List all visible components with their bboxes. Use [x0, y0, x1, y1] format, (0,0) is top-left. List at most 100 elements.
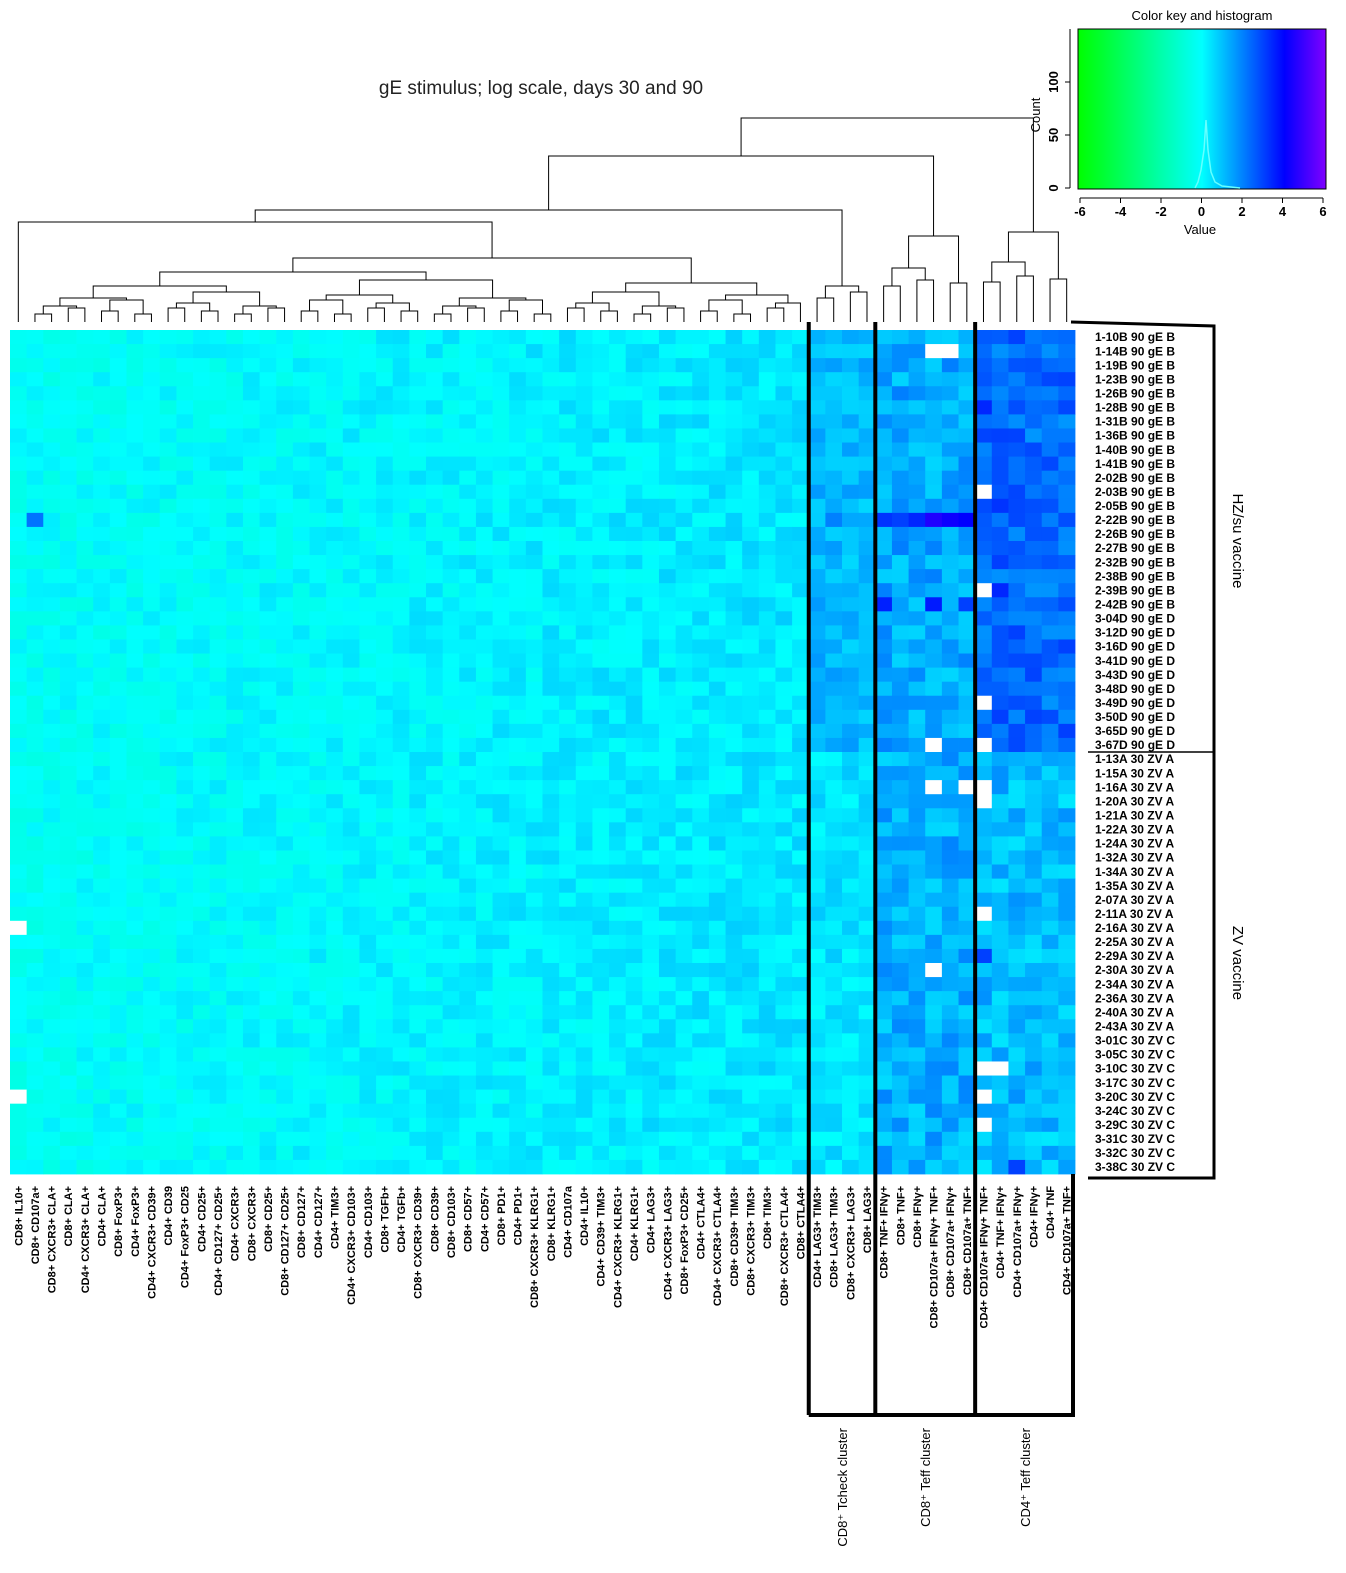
- heatmap-cell: [609, 948, 627, 964]
- heatmap-cell: [525, 892, 543, 908]
- heatmap-cell: [675, 555, 693, 570]
- heatmap-cell: [1041, 709, 1059, 725]
- heatmap-cell: [542, 1047, 560, 1062]
- heatmap-cell: [991, 639, 1009, 654]
- heatmap-cell: [1008, 822, 1026, 837]
- heatmap-cell: [575, 386, 593, 401]
- heatmap-cell: [292, 752, 310, 767]
- heatmap-cell: [309, 1047, 327, 1062]
- heatmap-cell: [742, 1061, 760, 1076]
- heatmap-cell: [26, 386, 44, 401]
- heatmap-cell: [575, 822, 593, 837]
- heatmap-cell: [242, 569, 261, 584]
- heatmap-cell: [625, 766, 643, 781]
- heatmap-cell: [958, 1033, 976, 1048]
- heatmap-cell: [159, 512, 177, 528]
- heatmap-cell: [742, 1117, 760, 1133]
- heatmap-cell: [342, 766, 360, 781]
- heatmap-cell: [708, 597, 726, 612]
- heatmap-cell: [442, 906, 460, 922]
- heatmap-cell: [792, 583, 810, 598]
- heatmap-cell: [442, 878, 460, 894]
- heatmap-cell: [126, 583, 144, 598]
- heatmap-cell: [825, 456, 843, 472]
- heatmap-cell: [59, 1159, 77, 1175]
- heatmap-cell: [1008, 934, 1026, 950]
- heatmap-cell: [309, 864, 327, 879]
- heatmap-cell: [176, 766, 194, 781]
- heatmap-cell: [193, 766, 211, 781]
- heatmap-cell: [459, 583, 477, 598]
- heatmap-cell: [575, 541, 593, 556]
- heatmap-cell: [59, 456, 77, 472]
- heatmap-cell: [742, 1075, 760, 1090]
- heatmap-cell: [941, 906, 959, 922]
- heatmap-cell: [1025, 611, 1043, 626]
- heatmap-cell: [26, 780, 44, 795]
- heatmap-cell: [958, 372, 976, 387]
- heatmap-cell: [542, 794, 560, 809]
- heatmap-cell: [842, 1061, 860, 1076]
- heatmap-cell: [259, 400, 277, 415]
- heatmap-cell: [792, 1131, 810, 1147]
- heatmap-cell: [509, 1117, 527, 1133]
- heatmap-cell: [758, 1145, 776, 1161]
- heatmap-cell: [592, 864, 610, 879]
- heatmap-cell: [392, 456, 410, 472]
- heatmap-cell: [925, 639, 943, 654]
- heatmap-cell: [459, 850, 477, 865]
- heatmap-cell: [159, 934, 177, 950]
- heatmap-cell: [292, 569, 310, 584]
- heatmap-cell: [991, 977, 1009, 992]
- heatmap-cell: [226, 386, 244, 401]
- heatmap-cell: [825, 1075, 843, 1090]
- row-label: 1-40B 90 gE B: [1095, 443, 1175, 457]
- heatmap-cell: [525, 569, 543, 584]
- heatmap-cell: [43, 836, 61, 851]
- heatmap-cell: [159, 625, 177, 640]
- heatmap-cell: [426, 653, 444, 668]
- heatmap-cell: [875, 358, 893, 373]
- heatmap-cell: [392, 569, 410, 584]
- heatmap-cell: [958, 386, 976, 401]
- heatmap-cell: [858, 681, 876, 697]
- heatmap-cell: [392, 794, 410, 809]
- heatmap-cell: [642, 639, 660, 654]
- heatmap-cell: [193, 667, 211, 683]
- heatmap-cell: [1025, 1131, 1043, 1147]
- heatmap-cell: [143, 1019, 161, 1034]
- heatmap-cell: [292, 1131, 310, 1147]
- heatmap-cell: [426, 878, 444, 894]
- heatmap-cell: [1025, 414, 1043, 429]
- heatmap-cell: [442, 808, 460, 823]
- heatmap-cell: [958, 934, 976, 950]
- heatmap-cell: [858, 737, 876, 753]
- heatmap-cell: [43, 808, 61, 823]
- heatmap-cell: [442, 344, 460, 359]
- heatmap-cell: [392, 822, 410, 837]
- heatmap-cell: [426, 611, 444, 626]
- heatmap-cell: [126, 695, 144, 711]
- heatmap-cell: [426, 920, 444, 936]
- heatmap-cell: [392, 512, 410, 528]
- heatmap-cell: [658, 358, 677, 373]
- heatmap-cell: [658, 1047, 677, 1062]
- heatmap-cell: [559, 442, 577, 457]
- heatmap-cell: [359, 498, 377, 514]
- heatmap-cell: [226, 836, 244, 851]
- heatmap-cell: [159, 920, 177, 936]
- row-label: 1-21A 30 ZV A: [1095, 809, 1174, 823]
- heatmap-cell: [825, 400, 843, 415]
- heatmap-cell: [492, 470, 510, 486]
- heatmap-cell: [642, 850, 660, 865]
- heatmap-cell: [1008, 1019, 1026, 1034]
- heatmap-cell: [226, 1159, 244, 1175]
- heatmap-cell: [742, 386, 760, 401]
- heatmap-cell: [242, 1131, 261, 1147]
- heatmap-cell: [226, 358, 244, 373]
- heatmap-cell: [692, 428, 710, 443]
- heatmap-cell: [908, 639, 926, 654]
- heatmap-cell: [193, 808, 211, 823]
- heatmap-cell: [842, 1103, 860, 1119]
- heatmap-cell: [559, 358, 577, 373]
